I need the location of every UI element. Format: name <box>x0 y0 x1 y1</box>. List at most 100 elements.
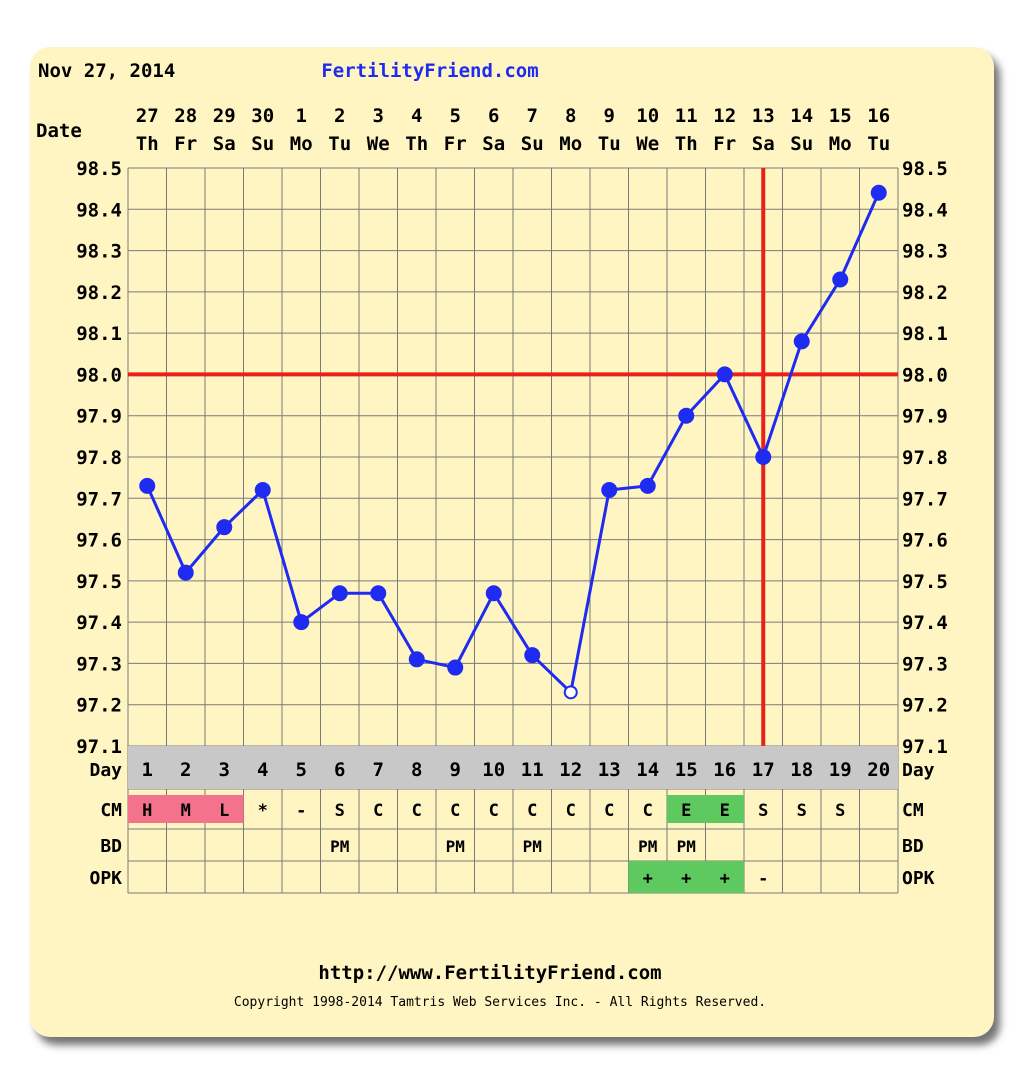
y-tick-left: 98.2 <box>76 282 122 304</box>
temperature-point <box>485 585 502 602</box>
y-tick-right: 97.1 <box>902 736 948 758</box>
temperature-point <box>254 482 271 499</box>
y-tick-left: 98.3 <box>76 241 122 263</box>
opk-cell-fill <box>628 861 667 893</box>
cm-value: * <box>258 801 268 821</box>
y-tick-right: 97.5 <box>902 571 948 593</box>
weekday-label: Sa <box>482 133 505 155</box>
day-number: 5 <box>296 759 307 781</box>
day-number: 1 <box>142 759 153 781</box>
weekday-label: Mo <box>290 133 313 155</box>
weekday-label: Fr <box>713 133 736 155</box>
cm-value: - <box>296 801 306 821</box>
y-tick-right: 97.4 <box>902 612 948 634</box>
y-tick-right: 97.2 <box>902 695 948 717</box>
date-label: 13 <box>752 105 775 127</box>
temperature-point <box>370 585 387 602</box>
temperature-point <box>639 477 656 494</box>
weekday-label: Tu <box>867 133 890 155</box>
temperature-point <box>293 614 310 631</box>
temperature-point <box>177 564 194 581</box>
cm-value: C <box>527 801 537 821</box>
date-label: 11 <box>675 105 698 127</box>
bd-value: PM <box>330 837 349 856</box>
y-tick-left: 97.6 <box>76 530 122 552</box>
weekday-label: Tu <box>598 133 621 155</box>
date-label: 1 <box>296 105 307 127</box>
cm-value: S <box>797 801 807 821</box>
temperature-point <box>139 477 156 494</box>
y-tick-left: 97.7 <box>76 488 122 510</box>
cm-row-label-right: CM <box>902 800 924 821</box>
y-tick-right: 98.2 <box>902 282 948 304</box>
y-tick-right: 98.0 <box>902 364 948 386</box>
date-row-label: Date <box>36 120 82 142</box>
weekday-label: Sa <box>752 133 775 155</box>
opk-value: - <box>758 869 768 889</box>
y-tick-left: 97.5 <box>76 571 122 593</box>
footer-copyright: Copyright 1998-2014 Tamtris Web Services… <box>234 995 766 1010</box>
temperature-point <box>447 659 464 676</box>
day-number: 20 <box>867 759 890 781</box>
day-number: 12 <box>559 759 582 781</box>
opk-value: + <box>720 869 730 889</box>
opk-value: + <box>681 869 691 889</box>
date-label: 10 <box>636 105 659 127</box>
chart-date: Nov 27, 2014 <box>38 60 175 82</box>
date-label: 28 <box>174 105 197 127</box>
bd-row-label-left: BD <box>100 836 122 857</box>
weekday-label: Tu <box>328 133 351 155</box>
weekday-label: Fr <box>174 133 197 155</box>
cm-cell-fill <box>705 795 744 823</box>
y-tick-right: 98.4 <box>902 199 948 221</box>
opk-value: + <box>643 869 653 889</box>
cm-value: C <box>489 801 499 821</box>
row-backgrounds <box>128 746 898 893</box>
date-label: 12 <box>713 105 736 127</box>
weekday-label: We <box>367 133 390 155</box>
day-number: 2 <box>180 759 191 781</box>
day-number: 19 <box>829 759 852 781</box>
bd-row-label-right: BD <box>902 836 924 857</box>
day-number: 11 <box>521 759 544 781</box>
cm-cell-fill <box>166 795 205 823</box>
day-row-label-right: Day <box>902 760 935 781</box>
cm-value: E <box>720 801 730 821</box>
y-tick-right: 98.1 <box>902 323 948 345</box>
weekday-label: Th <box>675 133 698 155</box>
day-number: 13 <box>598 759 621 781</box>
y-tick-left: 98.4 <box>76 199 122 221</box>
day-number: 10 <box>482 759 505 781</box>
y-tick-left: 98.0 <box>76 364 122 386</box>
weekday-label: Th <box>136 133 159 155</box>
fertility-chart: Nov 27, 2014 FertilityFriend.com Date 2 7 2… <box>36 60 948 1010</box>
cm-value: S <box>335 801 345 821</box>
temperature-point <box>408 651 425 668</box>
date-label: 7 <box>527 105 538 127</box>
day-number: 14 <box>636 759 659 781</box>
day-number: 8 <box>411 759 422 781</box>
temperature-series <box>139 184 887 700</box>
bd-value: PM <box>677 837 696 856</box>
y-tick-right: 97.7 <box>902 488 948 510</box>
day-number: 7 <box>373 759 384 781</box>
site-name: FertilityFriend.com <box>321 60 538 82</box>
cm-value: E <box>681 801 691 821</box>
date-label: 4 <box>411 105 422 127</box>
cm-value: C <box>450 801 460 821</box>
day-row-background <box>128 746 898 789</box>
weekday-label: Th <box>405 133 428 155</box>
cm-cell-fill <box>128 795 167 823</box>
cm-value: C <box>373 801 383 821</box>
y-tick-right: 98.3 <box>902 241 948 263</box>
temperature-point <box>601 482 618 499</box>
date-label: 15 <box>829 105 852 127</box>
footer-url[interactable]: http://www.FertilityFriend.com <box>318 962 661 984</box>
y-tick-left: 97.9 <box>76 406 122 428</box>
cm-value: C <box>566 801 576 821</box>
y-tick-left: 97.4 <box>76 612 122 634</box>
weekday-label: Su <box>251 133 274 155</box>
y-tick-right: 97.8 <box>902 447 948 469</box>
day-number: 17 <box>752 759 775 781</box>
temperature-point <box>793 333 810 350</box>
